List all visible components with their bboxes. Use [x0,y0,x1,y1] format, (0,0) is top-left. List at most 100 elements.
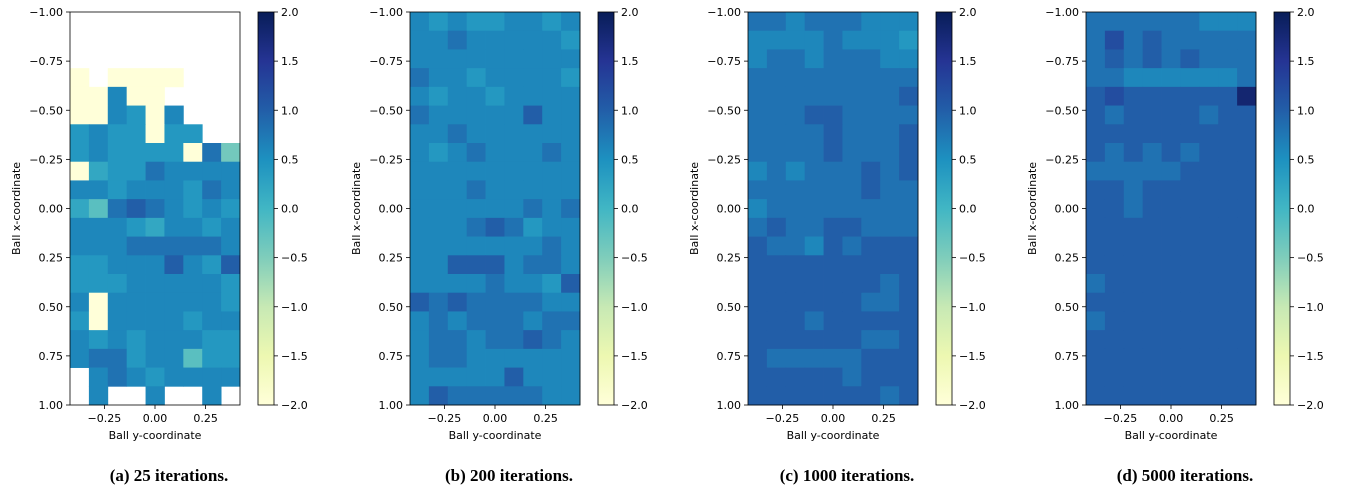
heatmap-cell [88,217,109,237]
heatmap-cells [410,12,581,406]
heatmap-cell [504,30,524,50]
heatmap-cell [410,367,430,387]
heatmap-cell [785,105,806,125]
heatmap-cell [804,12,824,32]
heatmap-cell [1161,311,1181,331]
heatmap-cell [1123,49,1144,69]
heatmap-cell [1218,311,1238,331]
heatmap-cell [1180,236,1200,256]
heatmap-cell [485,236,505,256]
heatmap-cell [1180,12,1200,32]
heatmap-cell [1123,330,1144,350]
heatmap-cell [485,161,505,181]
heatmap-cell [1104,86,1125,106]
heatmap-cell [1086,180,1106,200]
heatmap-cell [785,12,806,32]
heatmap-cell [523,49,543,69]
heatmap-cell [428,161,449,181]
heatmap-cell [88,199,109,219]
heatmap-cell [428,86,449,106]
heatmap-cell [1161,49,1181,69]
y-tick-label: 0.50 [1055,301,1080,314]
heatmap-cell [523,330,543,350]
heatmap-cell [1199,86,1219,106]
heatmap-cell [1123,143,1144,163]
heatmap-cell [428,311,449,331]
colorbar-tick-label: 1.5 [621,55,639,68]
heatmap-cell [107,143,128,163]
heatmap-cell [766,12,787,32]
heatmap-cell [1199,311,1219,331]
heatmap-cell [447,330,468,350]
heatmap-cell [1199,330,1219,350]
heatmap-cell [504,124,524,144]
heatmap-cell [1123,161,1144,181]
heatmap-cell [523,311,543,331]
heatmap-cell [1104,274,1125,294]
heatmap-cell [523,199,543,219]
heatmap-cell [1104,68,1125,88]
heatmap-cell [842,68,862,88]
heatmap-cell [164,274,184,294]
x-tick-label: 0.00 [821,412,846,425]
heatmap-cell [561,12,581,32]
heatmap-cell [504,367,524,387]
heatmap-cell [842,30,862,50]
heatmap-cell [899,180,919,200]
y-tick-label: 0.25 [379,252,404,265]
heatmap-cell [861,161,881,181]
heatmap-cell [899,255,919,275]
heatmap-cell [748,292,768,312]
y-tick-label: 1.00 [379,399,404,412]
heatmap-cell [880,348,900,368]
heatmap-cell [485,105,505,125]
y-tick-label: 0.00 [379,203,404,216]
heatmap-cell [561,124,581,144]
heatmap-cell [1086,49,1106,69]
y-tick-label: −0.50 [29,104,63,117]
heatmap-cell [428,105,449,125]
colorbar-tick-label: −1.5 [959,350,986,363]
heatmap-cell [823,12,843,32]
heatmap-cell [1199,348,1219,368]
heatmap-cell [485,292,505,312]
heatmap-cell [766,274,787,294]
heatmap-cell [485,143,505,163]
heatmap-cell [1237,30,1257,50]
heatmap-cell [523,217,543,237]
heatmap-cell [1104,199,1125,219]
heatmap-cell [542,105,562,125]
heatmap-cell [410,330,430,350]
heatmap-cell [542,30,562,50]
heatmap-cell [107,236,128,256]
colorbar-tick-label: 0.5 [959,153,977,166]
heatmap-cell [766,143,787,163]
heatmap-cell [466,30,486,50]
heatmap-cell [202,386,222,406]
heatmap-cell [1218,105,1238,125]
heatmap-cell [88,386,109,406]
heatmap-cell [428,30,449,50]
heatmap-cell [466,217,486,237]
y-tick-label: −0.75 [369,55,403,68]
heatmap-cell [107,180,128,200]
heatmap-cell [899,311,919,331]
heatmap-cell [804,236,824,256]
heatmap-cell [1180,311,1200,331]
heatmap-cell [880,12,900,32]
heatmap-cell [880,236,900,256]
heatmap-cell [842,386,862,406]
heatmap-cell [428,255,449,275]
y-tick-label: 0.25 [39,252,64,265]
x-tick-label: 0.00 [483,412,508,425]
heatmap-cell [542,217,562,237]
heatmap-cell [183,236,203,256]
heatmap-cell [447,12,468,32]
colorbar-tick-label: 0.5 [621,153,639,166]
heatmap-cell [428,199,449,219]
heatmap-cell [202,255,222,275]
heatmap-cell [1104,161,1125,181]
heatmap-cell [542,236,562,256]
y-tick-label: 0.75 [1055,350,1080,363]
heatmap-cell [1104,180,1125,200]
